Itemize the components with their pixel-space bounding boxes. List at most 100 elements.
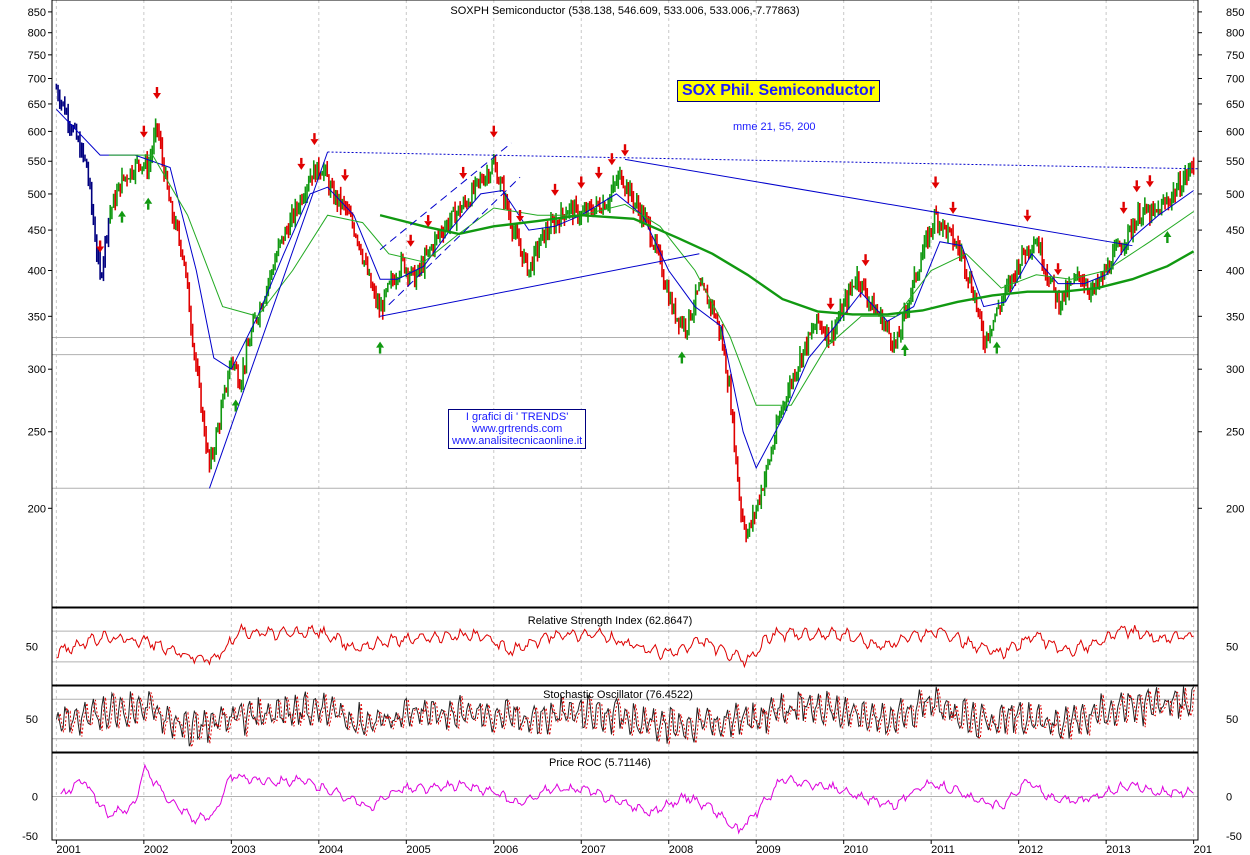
arrow-shaft [142, 125, 146, 132]
arrow-shaft [829, 297, 832, 304]
y-tick-label: 650 [28, 99, 46, 111]
arrow-shaft [1122, 201, 1125, 208]
y-tick-label: 200 [1226, 503, 1244, 515]
arrow-shaft [518, 210, 522, 217]
arrow-head [297, 163, 306, 170]
x-tick-label: 2008 [669, 844, 693, 855]
moving-average-line [108, 154, 1194, 406]
arrow-shaft [343, 169, 347, 176]
arrow-head [516, 216, 525, 223]
x-tick-label: 2010 [844, 844, 868, 855]
y-tick-label: 400 [28, 266, 46, 278]
arrow-head [376, 341, 385, 348]
arrow-shaft [378, 347, 382, 354]
y-tick-label: 550 [1226, 156, 1244, 168]
x-tick-label: 201 [1194, 844, 1212, 855]
sell-arrow-icon [931, 176, 940, 189]
sell-arrow-icon [424, 215, 433, 228]
y-tick-label: 700 [28, 74, 46, 86]
arrow-head [551, 189, 560, 196]
arrow-shaft [426, 215, 430, 222]
indicator-tick-label: -50 [22, 831, 38, 843]
arrow-head [1023, 215, 1032, 222]
arrow-head [594, 172, 603, 179]
x-tick-label: 2002 [144, 844, 168, 855]
buy-arrow-icon [376, 341, 385, 354]
sell-arrow-icon [516, 210, 525, 223]
indicator-panels [55, 622, 1197, 835]
arrow-head [900, 343, 909, 350]
arrow-shaft [864, 254, 867, 261]
y-tick-label: 300 [1226, 364, 1244, 376]
y-tick-label: 550 [28, 156, 46, 168]
y-tick-label: 750 [28, 50, 46, 62]
x-tick-label: 2012 [1019, 844, 1043, 855]
arrow-head [424, 221, 433, 228]
arrow-head [139, 131, 148, 138]
indicator-tick-label: 50 [26, 642, 38, 654]
indicator-tick-label: 50 [1226, 714, 1238, 726]
buy-arrow-icon [900, 343, 909, 356]
arrow-shaft [623, 144, 627, 151]
trendline [388, 176, 521, 306]
arrow-shaft [409, 234, 412, 241]
x-tick-label: 2007 [581, 844, 605, 855]
arrow-shaft [1135, 180, 1138, 187]
arrow-shaft [1148, 175, 1152, 182]
arrow-head [231, 399, 240, 406]
credit-line: www.grtrends.com [471, 423, 563, 435]
y-tick-label: 450 [1226, 225, 1244, 237]
credit-line: www.analisitecnicaonline.it [452, 435, 583, 447]
sell-arrow-icon [297, 157, 306, 170]
arrow-shaft [903, 349, 907, 356]
arrow-head [152, 93, 161, 100]
arrow-head [992, 341, 1001, 348]
buy-arrow-icon [677, 351, 686, 364]
sell-arrow-icon [1023, 209, 1032, 222]
buy-arrow-icon [117, 210, 126, 223]
x-tick-label: 2001 [56, 844, 80, 855]
arrow-shaft [313, 133, 316, 140]
arrow-head [117, 210, 126, 217]
sell-arrow-icon [96, 240, 105, 253]
arrow-shaft [461, 166, 465, 173]
arrow-shaft [155, 87, 159, 94]
chart-banner: SOX Phil. Semiconductor [677, 80, 880, 102]
trendline [379, 253, 700, 317]
arrow-shaft [610, 153, 614, 160]
indicator-line [60, 763, 1194, 835]
y-tick-label: 450 [28, 225, 46, 237]
arrow-head [826, 303, 835, 310]
x-tick-label: 2004 [319, 844, 343, 855]
arrow-head [1054, 269, 1063, 276]
stochastic-signal-line [57, 687, 1197, 748]
arrow-head [459, 172, 468, 179]
y-tick-label: 400 [1226, 266, 1244, 278]
y-tick-label: 700 [1226, 74, 1244, 86]
arrow-head [1119, 207, 1128, 214]
y-tick-label: 650 [1226, 99, 1244, 111]
sell-arrow-icon [1119, 201, 1128, 214]
credit-line: I grafici di ' TRENDS' [465, 411, 569, 423]
arrow-head [1132, 186, 1141, 193]
y-tick-label: 600 [1226, 126, 1244, 138]
x-tick-label: 2011 [931, 844, 955, 855]
panel-frame [51, 685, 1199, 753]
arrow-shaft [1056, 263, 1060, 270]
arrow-head [144, 197, 153, 204]
arrow-shaft [120, 216, 124, 223]
x-tick-label: 2005 [406, 844, 430, 855]
indicator-tick-label: 50 [26, 714, 38, 726]
moving-average-line [379, 213, 1195, 316]
y-tick-label: 500 [28, 189, 46, 201]
sell-arrow-icon [1054, 263, 1063, 276]
arrow-head [1145, 181, 1154, 188]
y-tick-label: 800 [28, 28, 46, 40]
sell-arrow-icon [607, 153, 616, 166]
arrow-head [949, 207, 958, 214]
x-tick-label: 2006 [494, 844, 518, 855]
chart-subtitle: mme 21, 55, 200 [733, 121, 816, 133]
sell-arrow-icon [551, 183, 560, 196]
panel-frame [51, 0, 1199, 608]
arrow-shaft [98, 240, 102, 247]
